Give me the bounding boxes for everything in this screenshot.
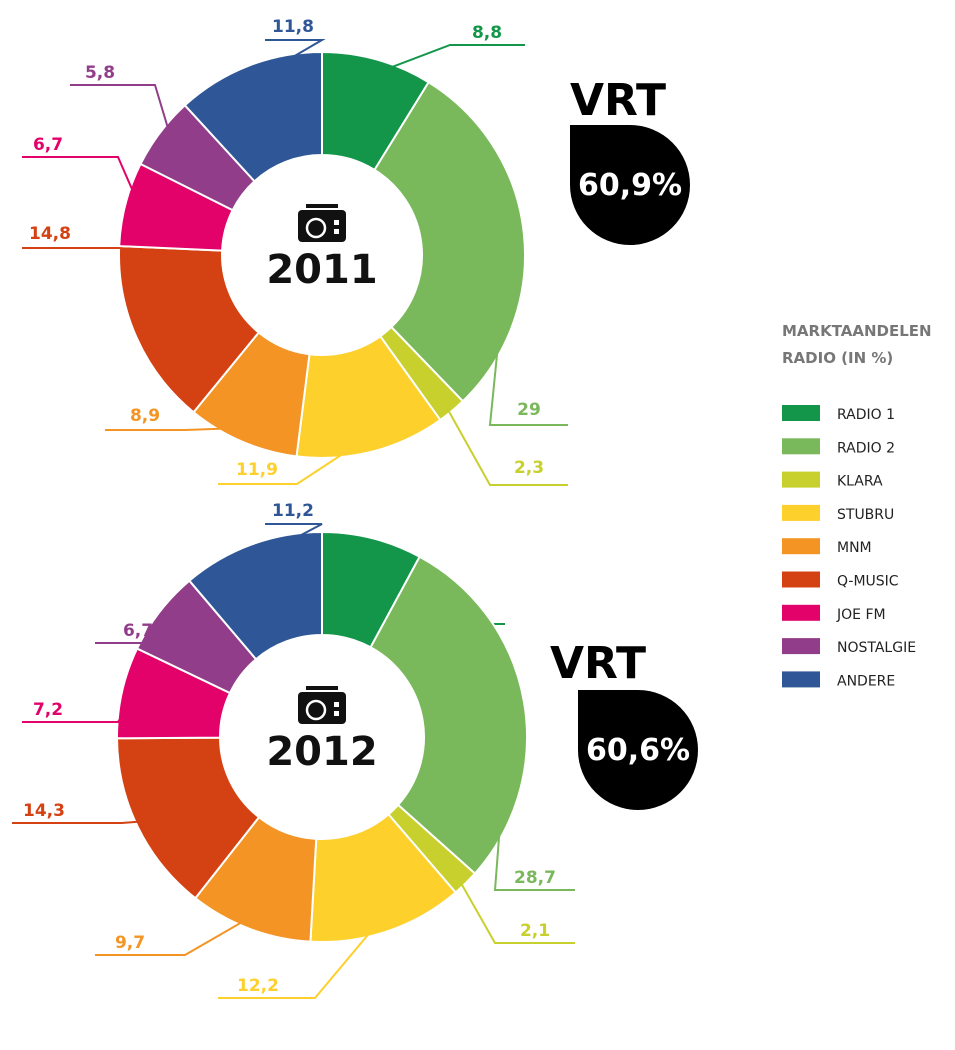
vrt-share: 60,6% [586,733,690,768]
leader-line [493,704,575,891]
leader-line [256,523,323,560]
leader-line [22,156,141,209]
donut-slice [373,80,526,403]
radio-speaker [305,699,327,721]
radio-icon [298,692,346,724]
value-label: 2,1 [520,921,550,941]
legend-swatch [782,504,820,521]
value-label: 14,8 [29,224,71,244]
radio-dial [334,702,339,707]
radio-dial [334,220,339,225]
leader-line [22,247,152,333]
year-label: 2011 [266,247,377,293]
leader-line [372,44,525,76]
leader-line [218,916,384,999]
radio-icon-top [306,204,338,208]
radio-icon [298,210,346,242]
legend-label: RADIO 1 [837,407,895,423]
legend-swatch [782,438,820,455]
donut-slice [115,736,261,900]
donut-slice [183,50,323,183]
leader-line [454,872,575,944]
value-label: 28,7 [514,868,556,888]
value-label: 5,8 [85,63,115,83]
value-label: 9,7 [115,933,145,953]
legend-label: RADIO 2 [837,440,895,456]
legend-swatch [782,638,820,655]
legend-label: ANDERE [837,673,895,689]
vrt-bubble [578,690,698,810]
value-label: 2,3 [514,458,544,478]
leader-line [488,234,568,426]
value-label: 8,8 [472,23,502,43]
leader-line [70,84,173,142]
legend-swatch [782,405,820,421]
legend-label: KLARA [837,474,883,490]
leader-line [22,694,138,723]
legend-swatch [782,571,820,588]
legend-swatch [782,538,820,555]
radio-icon-top [306,686,338,690]
legend-label: MNM [837,540,872,556]
leader-line [105,426,248,431]
legend-label: JOE FM [836,607,886,623]
value-label: 6,7 [123,621,153,641]
leader-line [12,819,152,824]
legend-title: MARKTAANDELEN [782,322,932,340]
value-label: 11,9 [236,460,278,480]
value-label: 7,2 [33,700,63,720]
leader-line [95,620,182,644]
legend-label: NOSTALGIE [837,640,916,656]
value-label: 12,2 [237,976,279,996]
donut-slice [369,555,528,875]
legend-swatch [782,604,820,621]
leader-line [218,436,369,485]
radio-dial [334,711,339,716]
vrt-share: 60,9% [578,168,682,203]
legend-label: Q-MUSIC [837,574,899,590]
leader-line [95,913,256,956]
vrt-bubble [570,125,690,245]
value-label: 29 [517,400,541,420]
legend-title: RADIO (IN %) [782,349,893,367]
vrt-label: VRT [550,638,646,689]
value-label: 11,8 [272,17,314,37]
value-label: 6,7 [33,135,63,155]
leader-line [441,398,568,486]
value-label: 8,9 [130,406,160,426]
donut-slice [187,530,323,661]
radio-dial [334,229,339,234]
vrt-label: VRT [570,75,666,126]
legend-label: STUBRU [837,507,894,523]
value-label: 11,2 [272,501,314,521]
legend-swatch [782,471,820,488]
year-label: 2012 [266,729,377,775]
legend-swatch [782,671,820,688]
leader-line [253,39,326,81]
value-label: 14,3 [23,801,65,821]
radio-speaker [305,217,327,239]
